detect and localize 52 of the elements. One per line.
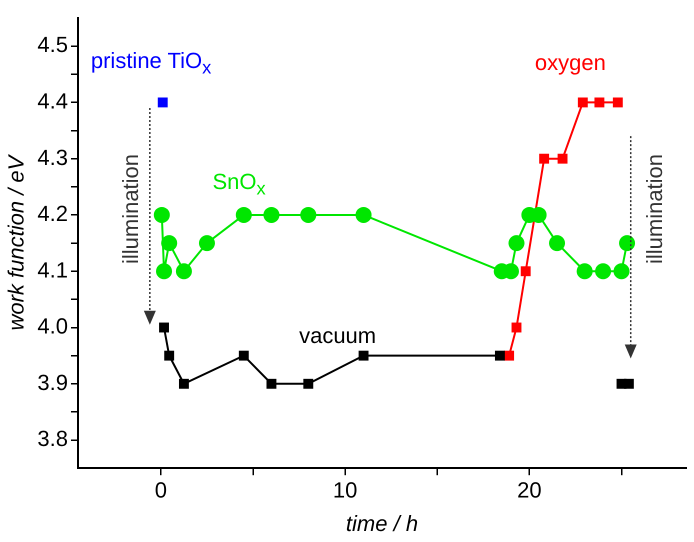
point [504, 350, 514, 361]
point [612, 97, 623, 108]
y-tick-label: 4.1 [37, 257, 68, 282]
point [198, 235, 215, 252]
point [549, 235, 566, 252]
point [512, 322, 522, 332]
point [156, 263, 172, 280]
point [578, 97, 588, 108]
point [266, 378, 276, 389]
series-label: oxygen [534, 50, 606, 76]
point [539, 154, 550, 164]
x-tick-label: 10 [332, 477, 358, 502]
y-tick-label: 3.8 [37, 426, 68, 452]
x-tick-label: 20 [517, 477, 542, 502]
point [595, 263, 612, 280]
point [624, 378, 634, 389]
point [263, 206, 280, 223]
point [520, 266, 531, 276]
annotation: illumination [118, 154, 144, 264]
point [159, 322, 169, 332]
series-label: pristine TiO$_{x}$ [90, 48, 212, 77]
point [508, 235, 524, 252]
y-tick-label: 4.3 [37, 144, 68, 170]
x-axis-title: time / h [346, 510, 418, 536]
y-tick-label: 4.2 [37, 201, 68, 226]
point [614, 263, 630, 280]
point [154, 206, 170, 223]
point [178, 378, 189, 389]
point [236, 206, 252, 223]
point [161, 235, 178, 252]
annotation: illumination [642, 154, 667, 264]
point [356, 206, 372, 223]
point [238, 350, 249, 361]
point [164, 350, 174, 361]
series-label: SnO$_{x}$ [212, 168, 266, 198]
point [176, 263, 192, 280]
point [494, 350, 505, 361]
point [158, 97, 168, 108]
point [558, 154, 568, 164]
y-tick-label: 4.5 [37, 32, 68, 58]
point [303, 378, 314, 389]
series-label: vacuum [299, 322, 376, 348]
point [300, 206, 316, 223]
x-tick-label: 0 [154, 477, 168, 502]
y-tick-label: 3.9 [37, 370, 68, 395]
y-tick-label: 4.0 [37, 314, 68, 339]
point [594, 97, 604, 108]
point [358, 350, 369, 361]
point [576, 263, 593, 280]
point [619, 235, 636, 252]
y-axis-title: work function / eV [3, 153, 28, 331]
y-tick-label: 4.4 [37, 88, 68, 114]
